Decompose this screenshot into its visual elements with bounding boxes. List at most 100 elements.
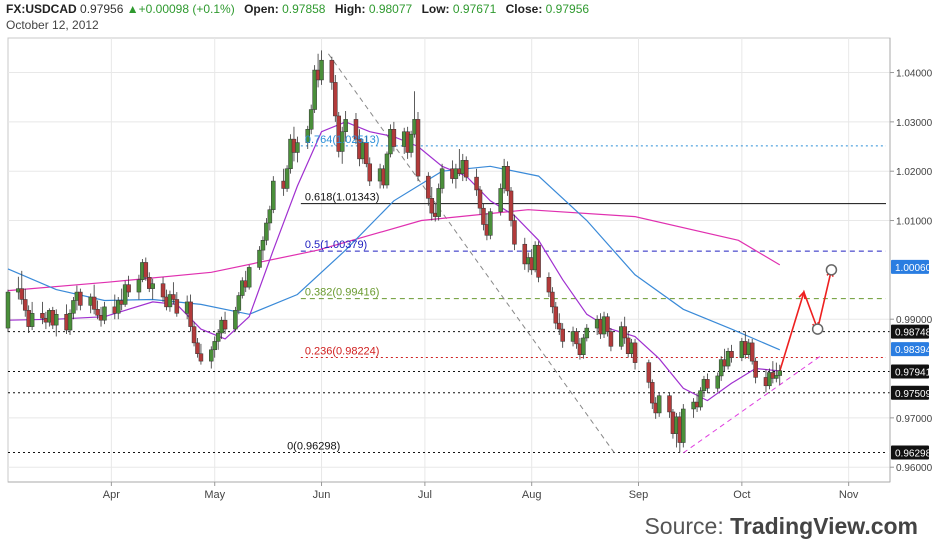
candle-body [681,408,686,443]
candlestick [333,75,338,122]
candlestick [78,288,83,311]
open-value: 0.97858 [282,2,326,16]
candle-body [305,129,310,143]
candlestick [222,311,228,334]
y-tick-label: 1.03000 [896,118,932,129]
candlestick [343,111,348,142]
candlestick [557,313,562,335]
moving-average-short [7,121,780,402]
bar-date: October 12, 2012 [6,18,99,32]
candlestick [774,362,779,383]
candle-body [147,277,152,289]
candlestick [622,316,627,344]
candlestick [264,218,269,246]
candlestick [749,338,755,365]
support-trendline [683,355,822,454]
candlestick [257,246,262,270]
candle-body [215,332,221,342]
candlestick [136,274,142,300]
candle-body [656,395,662,414]
close-value: 0.97956 [545,2,590,16]
candle-body [29,313,35,327]
candle-body [167,294,173,308]
price-tag-label: 0.96298 [895,448,932,459]
y-tick-label: 1.02000 [896,167,932,178]
candlestick [167,290,173,312]
candlestick [632,338,638,370]
candle-body [488,211,493,236]
candle-body [667,395,672,413]
candlestick [512,214,517,251]
candle-body [508,190,514,221]
candlestick [415,112,421,182]
candle-body [646,362,652,383]
candle-body [308,109,314,130]
candle-body [312,69,317,110]
candlestick [305,125,310,149]
x-tick-label: Sep [629,489,649,501]
candlestick [91,284,97,315]
candle-body [143,262,149,278]
price-tag [891,385,929,400]
x-tick-label: May [204,489,225,501]
candlestick [681,404,686,448]
candlestick [5,289,11,333]
candle-body [333,82,338,117]
candlestick [705,373,710,394]
candle-body [222,319,228,330]
candle-body [605,316,610,332]
candle-body [426,175,431,199]
low-value: 0.97671 [452,2,497,16]
candle-body [364,142,369,165]
candle-body [329,59,335,83]
candle-body [246,267,252,288]
candle-body [584,327,590,339]
candle-body [749,342,755,362]
candle-body [339,131,345,152]
candle-body [78,291,83,306]
candlestick [236,292,242,315]
candlestick [574,328,579,349]
candle-body [71,300,76,314]
fib-level-label: 0.236(0.98224) [305,345,380,357]
candlestick [191,321,197,347]
up-triangle-icon: ▲ [126,2,139,16]
candle-body [384,153,390,186]
candlestick [339,126,345,164]
open-label: Open: [244,2,279,16]
x-tick-label: Oct [733,489,750,501]
candlestick [605,313,610,337]
candlestick [436,183,441,221]
candle-body [608,331,614,347]
candlestick [260,236,266,260]
candle-body [408,133,414,153]
candlestick [71,297,76,320]
moving-average-mid [7,165,781,351]
candle-body [150,283,155,289]
candle-body [160,283,166,298]
candlestick [126,275,131,297]
candle-body [581,337,586,355]
x-tick-label: Aug [522,489,542,501]
price-tag [891,364,929,379]
candle-body [95,309,100,316]
symbol-label[interactable]: FX:USDCAD [6,2,77,16]
candlestick [95,300,100,320]
candle-body [188,301,193,327]
candlestick [288,134,293,174]
candle-body [753,360,758,378]
candlestick [267,205,273,231]
candle-body [5,291,11,329]
candlestick [767,368,772,390]
candle-body [574,331,579,345]
candle-body [650,382,655,404]
candlestick [171,282,176,305]
candle-body [22,299,28,311]
candle-body [257,249,262,268]
candle-body [415,119,421,177]
candle-body [774,375,779,379]
fib-anchor-line [327,53,615,454]
candlestick [667,392,672,418]
candlestick [646,359,652,389]
